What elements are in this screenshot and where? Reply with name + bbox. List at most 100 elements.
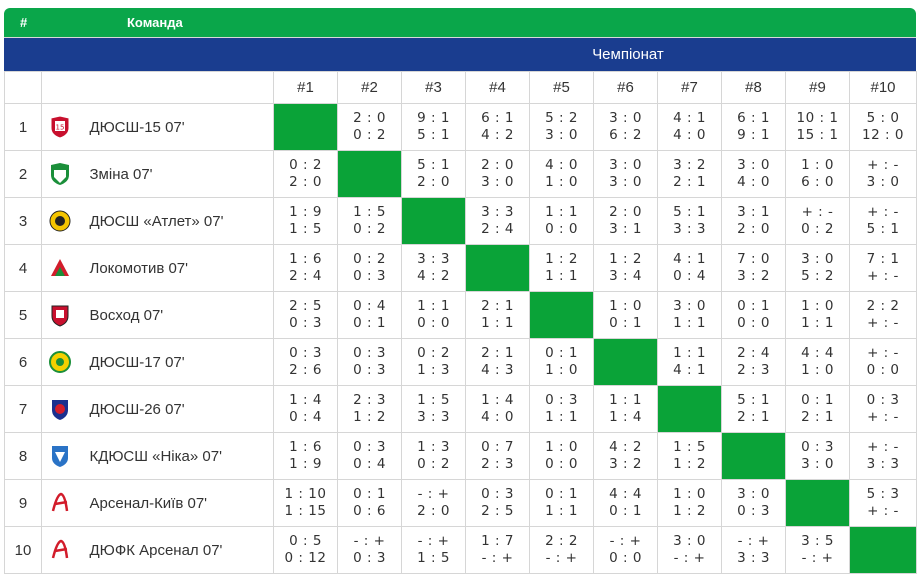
team-name[interactable]: КДЮСШ «Ніка» 07' bbox=[77, 432, 274, 480]
score-cell[interactable]: - : +0 : 0 bbox=[593, 526, 658, 574]
team-name[interactable]: ДЮСШ-17 07' bbox=[77, 338, 274, 386]
score-cell[interactable]: 2 : 2 + : - bbox=[849, 291, 917, 339]
score-cell[interactable]: 2 : 2- : + bbox=[529, 526, 594, 574]
score-cell[interactable]: - : +0 : 3 bbox=[337, 526, 402, 574]
score-cell[interactable]: - : +3 : 3 bbox=[721, 526, 786, 574]
score-cell[interactable]: 0 : 3 + : - bbox=[849, 385, 917, 433]
team-name[interactable]: ДЮСШ-26 07' bbox=[77, 385, 274, 433]
team-name[interactable]: ДЮФК Арсенал 07' bbox=[77, 526, 274, 574]
score-cell[interactable]: 5 : 0 12 : 0 bbox=[849, 103, 917, 151]
score-cell[interactable]: - : +1 : 5 bbox=[401, 526, 466, 574]
team-name[interactable]: ДЮСШ-15 07' bbox=[77, 103, 274, 151]
score-cell[interactable]: + : -3 : 0 bbox=[849, 150, 917, 198]
team-name[interactable]: Зміна 07' bbox=[77, 150, 274, 198]
score-cell[interactable]: 1 : 7- : + bbox=[465, 526, 530, 574]
team-name[interactable]: Локомотив 07' bbox=[77, 244, 274, 292]
team-name[interactable]: ДЮСШ «Атлет» 07' bbox=[77, 197, 274, 245]
score-cell[interactable]: 3 : 0- : + bbox=[657, 526, 722, 574]
score-cell[interactable]: + : -0 : 2 bbox=[785, 197, 850, 245]
team-name[interactable]: Восход 07' bbox=[77, 291, 274, 339]
score-cell[interactable]: 5 : 3 + : - bbox=[849, 479, 917, 527]
score-cell[interactable]: 1 : 10 1 : 15 bbox=[273, 479, 338, 527]
score-cell[interactable]: 10 : 1 15 : 1 bbox=[785, 103, 850, 151]
team-column-header[interactable]: Команда bbox=[127, 15, 183, 30]
score-cell[interactable]: + : -0 : 0 bbox=[849, 338, 917, 386]
score-cell[interactable]: - : +2 : 0 bbox=[401, 479, 466, 527]
score-cell[interactable]: 3 : 5- : + bbox=[785, 526, 850, 574]
team-name[interactable]: Арсенал-Київ 07' bbox=[77, 479, 274, 527]
score-cell[interactable]: + : -3 : 3 bbox=[849, 432, 917, 480]
score-cell[interactable]: 7 : 1 + : - bbox=[849, 244, 917, 292]
